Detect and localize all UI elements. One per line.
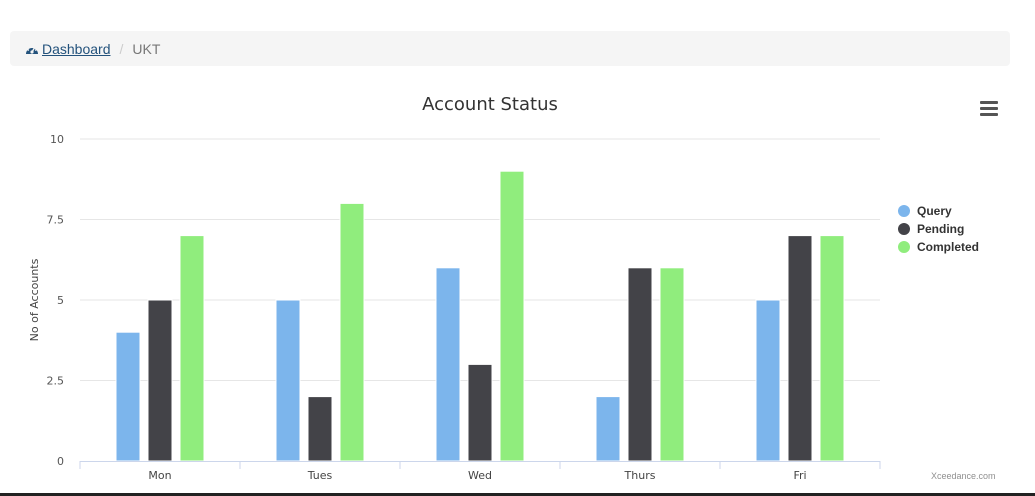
breadcrumb-dashboard-link[interactable]: Dashboard [25,41,111,57]
bar-query-thurs[interactable] [595,396,621,462]
bar-pending-thurs[interactable] [627,267,653,462]
bar-pending-wed[interactable] [467,363,493,462]
legend-item-completed[interactable]: Completed [898,238,979,256]
dashboard-icon [26,44,38,54]
bar-query-wed[interactable] [435,267,461,462]
legend-marker [898,241,910,253]
legend-item-pending[interactable]: Pending [898,220,979,238]
hamburger-menu-icon[interactable] [978,98,1000,118]
y-tick-label: 7.5 [47,214,65,227]
legend-label: Query [917,204,952,218]
bar-pending-tues[interactable] [307,396,333,462]
y-tick-label: 10 [50,133,64,146]
bar-query-tues[interactable] [275,299,301,462]
chart-credits[interactable]: Xceedance.com [931,471,996,481]
y-tick-label: 5 [57,294,64,307]
x-tick-label: Thurs [624,469,656,482]
bar-completed-wed[interactable] [499,170,525,462]
bar-completed-fri[interactable] [819,235,845,462]
breadcrumb: Dashboard / UKT [10,31,1010,66]
bar-query-fri[interactable] [755,299,781,462]
legend-label: Pending [917,222,965,236]
legend-marker [898,223,910,235]
y-tick-label: 2.5 [47,375,65,388]
x-tick-label: Tues [307,469,333,482]
x-tick-label: Fri [793,469,806,482]
bar-pending-fri[interactable] [787,235,813,462]
breadcrumb-current: UKT [132,40,161,57]
breadcrumb-dashboard-label: Dashboard [42,40,111,57]
bar-completed-tues[interactable] [339,202,365,462]
y-axis-title: No of Accounts [28,258,41,341]
bar-query-mon[interactable] [115,331,141,462]
chart-title: Account Status [422,94,558,115]
bar-completed-thurs[interactable] [659,267,685,462]
x-tick-label: Wed [468,469,492,482]
chart-legend: Query Pending Completed [898,202,979,256]
y-tick-label: 0 [57,455,64,468]
legend-item-query[interactable]: Query [898,202,979,220]
bar-pending-mon[interactable] [147,299,173,462]
legend-label: Completed [917,240,980,254]
bar-completed-mon[interactable] [179,235,205,462]
legend-marker [898,205,910,217]
breadcrumb-separator: / [119,40,124,57]
bottom-border [0,493,1035,496]
x-tick-label: Mon [148,469,171,482]
